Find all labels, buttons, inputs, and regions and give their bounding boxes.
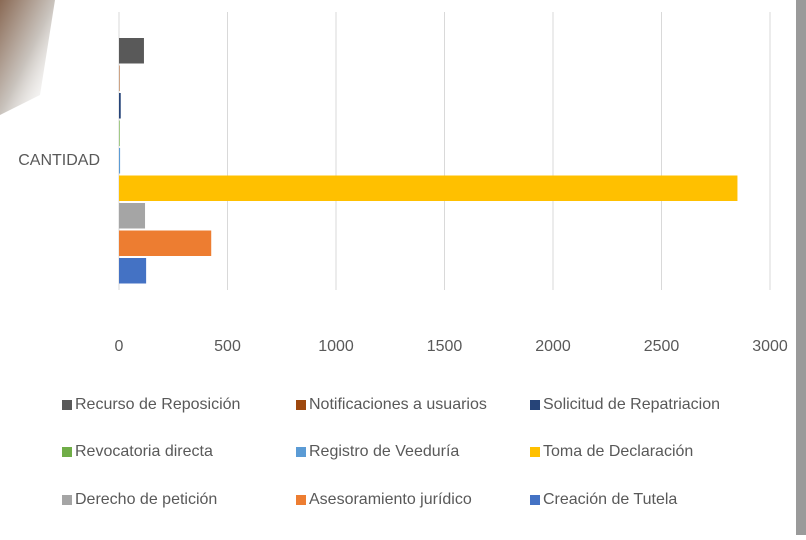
legend-label: Revocatoria directa	[75, 443, 213, 460]
bar	[119, 38, 144, 64]
legend-label: Creación de Tutela	[543, 491, 677, 508]
chart: 0 500 1000 1500 2000 2500 3000 CANTIDAD Recurso …	[0, 0, 806, 535]
legend-label: Solicitud de Repatriacion	[543, 396, 720, 413]
y-tick-label: CANTIDAD	[18, 152, 100, 169]
bar	[119, 203, 145, 229]
x-tick-label: 1000	[318, 338, 354, 355]
legend-label: Derecho de petición	[75, 491, 217, 508]
page: {"chart_data": {"type": "bar", "orientat…	[0, 0, 806, 535]
legend-swatch	[530, 400, 540, 410]
legend-swatch	[62, 447, 72, 457]
legend-swatch	[62, 495, 72, 505]
legend-swatch	[296, 400, 306, 410]
legend-label: Registro de Veeduría	[309, 443, 459, 460]
legend-swatch	[530, 447, 540, 457]
bar	[119, 66, 120, 92]
x-tick-label: 500	[214, 338, 241, 355]
legend-label: Toma de Declaración	[543, 443, 693, 460]
bar	[119, 121, 120, 147]
legend-label: Notificaciones a usuarios	[309, 396, 487, 413]
bar	[119, 176, 737, 202]
bar	[119, 148, 120, 174]
legend-swatch	[296, 447, 306, 457]
legend-swatch	[62, 400, 72, 410]
legend-swatch	[296, 495, 306, 505]
bar	[119, 258, 146, 284]
bar	[119, 231, 211, 257]
x-tick-label: 2500	[644, 338, 680, 355]
bar	[119, 93, 121, 119]
legend-label: Asesoramiento jurídico	[309, 491, 472, 508]
x-tick-label: 2000	[535, 338, 571, 355]
x-tick-label: 3000	[752, 338, 788, 355]
edge-border	[796, 0, 806, 535]
x-tick-label: 0	[115, 338, 124, 355]
decor-photo	[0, 0, 55, 115]
x-tick-label: 1500	[427, 338, 463, 355]
legend-swatch	[530, 495, 540, 505]
legend-label: Recurso de Reposición	[75, 396, 240, 413]
